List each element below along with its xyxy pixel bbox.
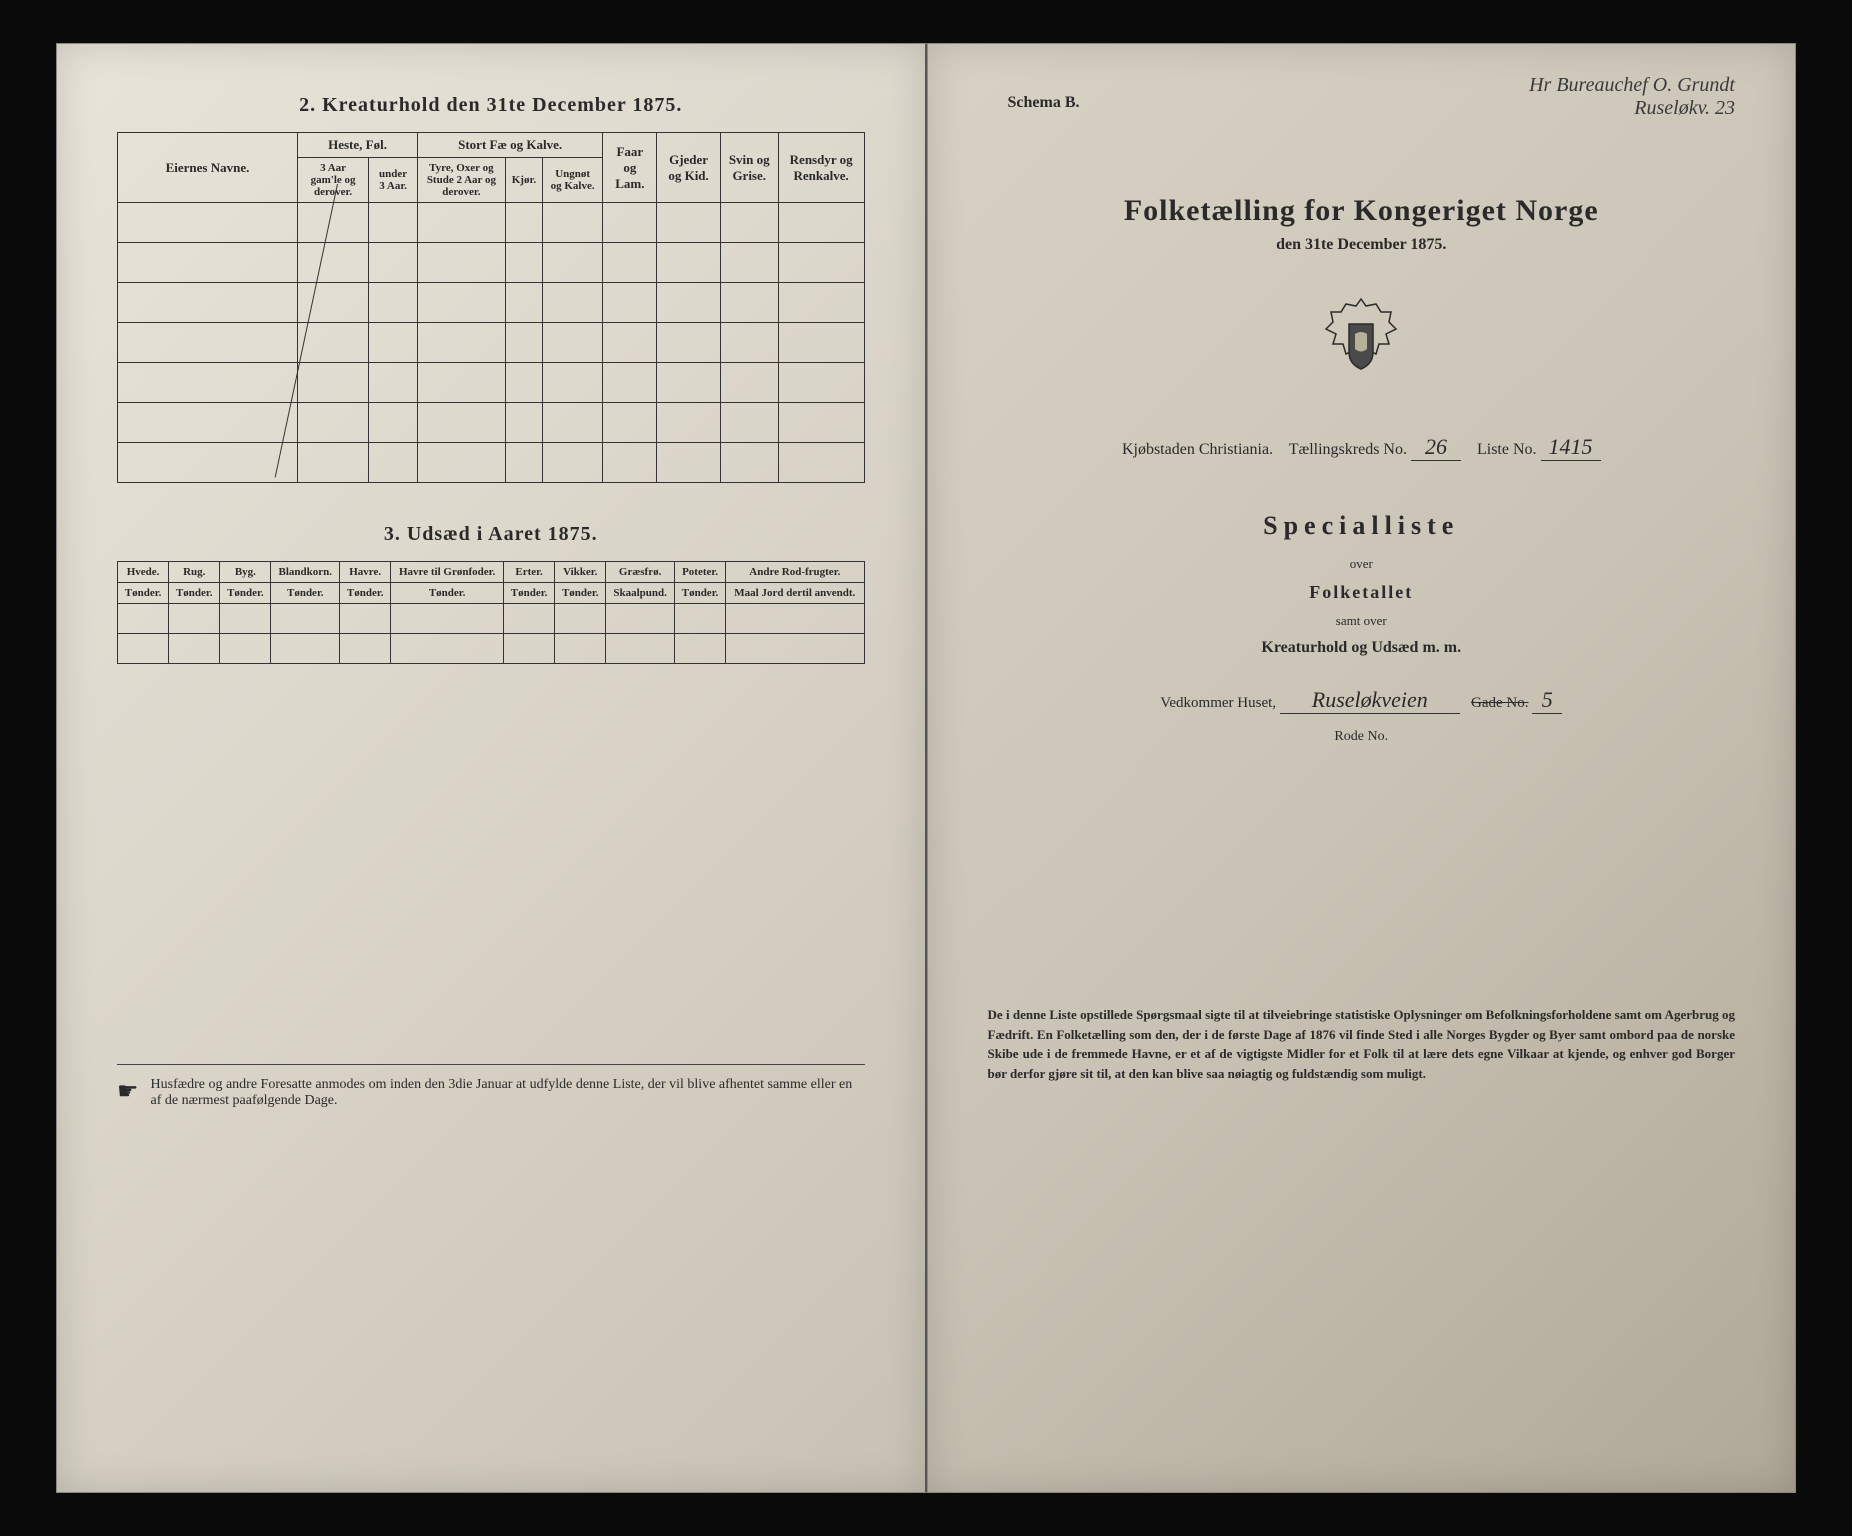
footer-note: ☛ Husfædre og andre Foresatte anmodes om… (117, 1064, 865, 1109)
hw-line2: Ruseløkv. 23 (1529, 97, 1735, 120)
seed-unit: Tønder. (220, 583, 271, 604)
seed-col: Hvede. (118, 562, 169, 583)
kreaturhold-label: Kreaturhold og Udsæd m. m. (988, 639, 1736, 657)
seed-col: Erter. (504, 562, 555, 583)
over-label: over (988, 556, 1736, 572)
seed-col: Andre Rod-frugter. (726, 562, 864, 583)
section2-title: 2. Kreaturhold den 31te December 1875. (117, 94, 865, 117)
col-heste: Heste, Føl. (298, 133, 418, 158)
col-gjeder: Gjeder og Kid. (657, 133, 720, 203)
seed-unit: Tønder. (271, 583, 340, 604)
liste-label: Liste No. (1477, 441, 1537, 458)
seed-col: Rug. (169, 562, 220, 583)
col-rensdyr: Rensdyr og Renkalve. (778, 133, 864, 203)
taellingskreds-label: Tællingskreds No. (1289, 441, 1407, 458)
seed-col: Poteter. (674, 562, 725, 583)
pointing-hand-icon: ☛ (117, 1077, 139, 1109)
census-title-block: Folketælling for Kongeriget Norge den 31… (988, 194, 1736, 254)
col-eiernes: Eiernes Navne. (118, 133, 298, 203)
folketallet-label: Folketallet (988, 582, 1736, 603)
seed-unit: Tønder. (391, 583, 504, 604)
census-date: den 31te December 1875. (988, 236, 1736, 254)
gade-value: 5 (1532, 687, 1562, 714)
census-title: Folketælling for Kongeriget Norge (988, 194, 1736, 228)
seed-unit: Tønder. (674, 583, 725, 604)
col-stort: Stort Fæ og Kalve. (418, 133, 603, 158)
seed-col: Byg. (220, 562, 271, 583)
rode-line: Rode No. (988, 729, 1736, 745)
col-svin: Svin og Grise. (720, 133, 778, 203)
seed-unit: Skaalpund. (606, 583, 675, 604)
house-value: Ruseløkveien (1280, 687, 1460, 714)
sub-stort2: Kjør. (505, 158, 542, 203)
seed-unit: Tønder. (169, 583, 220, 604)
seed-col: Græsfrø. (606, 562, 675, 583)
sub-heste2: under 3 Aar. (369, 158, 418, 203)
seed-unit: Maal Jord dertil anvendt. (726, 583, 864, 604)
census-book: 2. Kreaturhold den 31te December 1875. E… (56, 43, 1796, 1493)
handwritten-annotation: Hr Bureauchef O. Grundt Ruseløkv. 23 (1529, 74, 1735, 120)
left-page: 2. Kreaturhold den 31te December 1875. E… (56, 43, 927, 1493)
seed-col: Havre til Grønfoder. (391, 562, 504, 583)
district-line: Kjøbstaden Christiania. Tællingskreds No… (988, 434, 1736, 461)
liste-value: 1415 (1541, 434, 1601, 461)
vedkommer-label: Vedkommer Huset, (1160, 695, 1276, 711)
col-faar: Faar og Lam. (603, 133, 657, 203)
hw-line1: Hr Bureauchef O. Grundt (1529, 74, 1735, 97)
sub-stort1: Tyre, Oxer og Stude 2 Aar og derover. (418, 158, 506, 203)
footer-text: Husfædre og andre Foresatte anmodes om i… (151, 1077, 865, 1109)
sub-heste1: 3 Aar gam'le og derover. (298, 158, 369, 203)
seed-unit: Tønder. (118, 583, 169, 604)
taellingskreds-value: 26 (1411, 434, 1461, 461)
seed-unit: Tønder. (555, 583, 606, 604)
samt-over-label: samt over (988, 613, 1736, 629)
livestock-table: Eiernes Navne. Heste, Føl. Stort Fæ og K… (117, 132, 865, 483)
seed-col: Vikker. (555, 562, 606, 583)
house-line: Vedkommer Huset, Ruseløkveien Gade No. 5 (988, 687, 1736, 714)
seed-table: Hvede. Rug. Byg. Blandkorn. Havre. Havre… (117, 561, 865, 664)
kjobstaden: Kjøbstaden Christiania. (1122, 441, 1273, 458)
schema-label: Schema B. (1008, 94, 1080, 112)
seed-unit: Tønder. (340, 583, 391, 604)
section3-title: 3. Udsæd i Aaret 1875. (117, 523, 865, 546)
seed-col: Havre. (340, 562, 391, 583)
bottom-paragraph: De i denne Liste opstillede Spørgsmaal s… (988, 1005, 1736, 1083)
coat-of-arms-icon (1311, 294, 1411, 394)
specialliste-title: Specialliste (988, 511, 1736, 541)
seed-unit: Tønder. (504, 583, 555, 604)
right-page: Hr Bureauchef O. Grundt Ruseløkv. 23 Sch… (927, 43, 1797, 1493)
sub-stort3: Ungnøt og Kalve. (543, 158, 603, 203)
gade-label: Gade No. (1471, 695, 1528, 711)
seed-col: Blandkorn. (271, 562, 340, 583)
